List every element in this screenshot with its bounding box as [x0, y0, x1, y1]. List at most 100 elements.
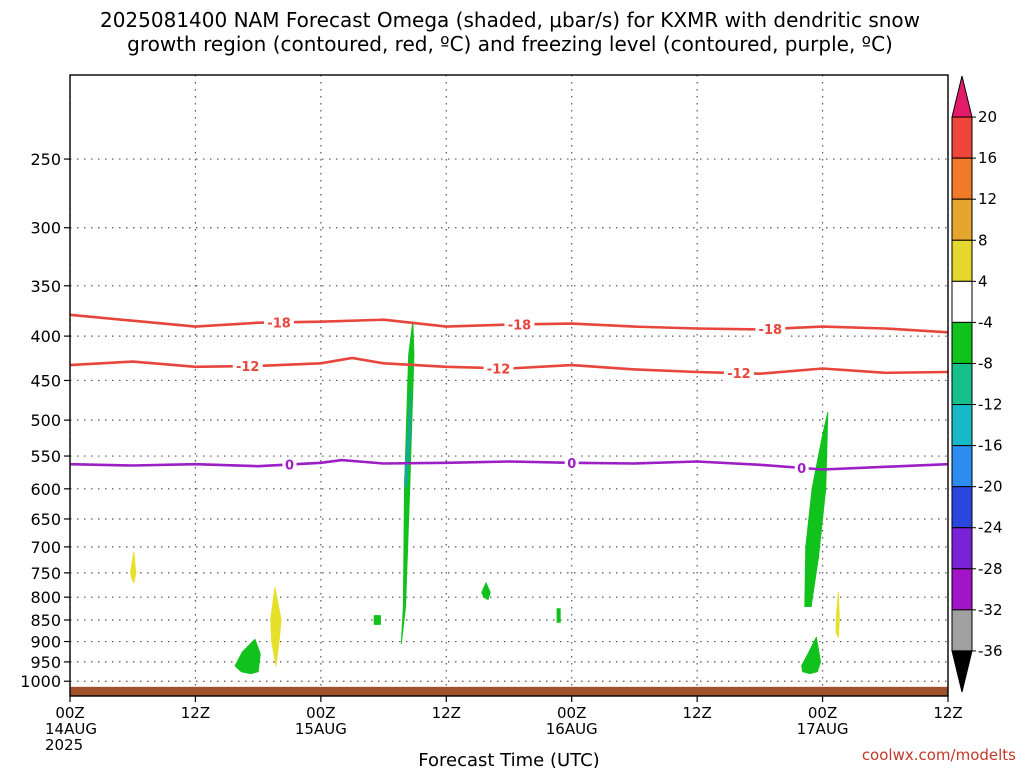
colorbar-label-12: -32 — [978, 601, 1003, 619]
y-tick-label-550: 550 — [30, 447, 61, 466]
colorbar-label-8: -16 — [978, 437, 1003, 455]
x-tick-label-12-0: 12Z — [181, 704, 210, 722]
x-tick-label-72-1: 17AUG — [797, 720, 849, 738]
x-tick-label-0-2: 2025 — [45, 736, 83, 754]
omega-shade-3 — [234, 638, 261, 675]
contour-label-1-0: -12 — [236, 360, 260, 375]
omega-shade-9 — [270, 587, 282, 667]
colorbar-seg-2 — [951, 157, 973, 200]
colorbar-top-arrow — [951, 75, 973, 118]
y-tick-label-650: 650 — [30, 510, 61, 529]
colorbar-seg-12 — [951, 568, 973, 611]
y-tick-label-600: 600 — [30, 480, 61, 499]
colorbar-seg-9 — [951, 445, 973, 488]
contour-label-bg-0-2 — [755, 320, 786, 337]
contour-label-2-2: 0 — [797, 462, 806, 477]
x-axis-label: Forecast Time (UTC) — [418, 750, 599, 768]
contour-label-0-1: -18 — [508, 318, 532, 333]
colorbar-label-11: -28 — [978, 560, 1003, 578]
colorbar-label-1: 16 — [978, 149, 997, 167]
colorbar-seg-7 — [951, 362, 973, 406]
omega-colorbar: 20 16 12 8 4 -4 -8 -12 -16 -20 -24 -28 -32 -36 — [951, 75, 1003, 693]
x-tick-label-0-0: 00Z — [55, 704, 84, 722]
colorbar-label-0: 20 — [978, 108, 997, 126]
y-tick-label-900: 900 — [30, 633, 61, 652]
y-tick-label-850: 850 — [30, 611, 61, 630]
temperature-contours: -18 -18 -18 -12 -12 -12 0 0 0 — [69, 313, 949, 477]
y-tick-label-400: 400 — [30, 327, 61, 346]
contour-label-bg-2-0 — [282, 456, 297, 473]
y-tick-label-300: 300 — [30, 219, 61, 238]
grid-lines — [69, 75, 949, 696]
y-tick-label-700: 700 — [30, 538, 61, 557]
omega-shade-8 — [130, 551, 137, 584]
colorbar-label-9: -20 — [978, 478, 1003, 496]
y-tick-label-500: 500 — [30, 411, 61, 430]
plot-frame — [69, 74, 949, 697]
x-tick-label-0-1: 14AUG — [45, 720, 97, 738]
contour-label-bg-1-2 — [723, 365, 754, 382]
contour-label-0-2: -18 — [759, 323, 783, 338]
colorbar-label-7: -12 — [978, 396, 1003, 414]
colorbar-seg-6 — [951, 321, 973, 364]
colorbar-label-3: 8 — [978, 231, 988, 249]
x-tick-label-48-0: 00Z — [557, 704, 586, 722]
colorbar-seg-4 — [951, 239, 973, 282]
colorbar-label-10: -24 — [978, 519, 1003, 537]
x-tick-label-36-0: 12Z — [432, 704, 461, 722]
colorbar-seg-1 — [951, 116, 973, 159]
colorbar-seg-13 — [951, 609, 973, 652]
contour-label-bg-1-0 — [232, 358, 263, 375]
omega-shade-10 — [835, 591, 840, 638]
contour-label-bg-0-1 — [504, 316, 535, 333]
x-tick-label-24-1: 15AUG — [295, 720, 347, 738]
y-tick-label-450: 450 — [30, 371, 61, 390]
contour-line-1 — [69, 356, 949, 376]
colorbar-label-5: -4 — [978, 313, 993, 331]
y-tick-label-350: 350 — [30, 277, 61, 296]
colorbar-label-2: 12 — [978, 190, 997, 208]
y-tick-label-1000: 1000 — [20, 672, 61, 691]
y-tick-label-950: 950 — [30, 653, 61, 672]
omega-shade-4 — [801, 636, 821, 675]
x-tick-label-24-0: 00Z — [306, 704, 335, 722]
x-tick-label-72-0: 00Z — [808, 704, 837, 722]
colorbar-label-4: 4 — [978, 272, 988, 290]
colorbar-seg-8 — [951, 404, 973, 447]
x-tick-label-60-0: 12Z — [682, 704, 711, 722]
omega-shade-5 — [481, 582, 491, 600]
terrain-band-fill — [70, 686, 948, 696]
omega-shade-7 — [556, 608, 561, 623]
omega-shade-2 — [804, 412, 829, 607]
contour-label-bg-2-1 — [564, 454, 579, 471]
colorbar-seg-3 — [951, 198, 973, 241]
omega-shade-0 — [400, 321, 415, 645]
contour-label-0-0: -18 — [267, 316, 291, 331]
plot-border — [69, 74, 949, 697]
contour-label-1-1: -12 — [487, 362, 511, 377]
x-tick-label-84-0: 12Z — [933, 704, 962, 722]
chart-title-line-1: 2025081400 NAM Forecast Omega (shaded, μ… — [100, 8, 920, 32]
omega-shading — [130, 321, 840, 675]
colorbar-seg-11 — [951, 527, 973, 570]
contour-line-2 — [69, 458, 949, 471]
contour-label-bg-1-1 — [483, 360, 514, 377]
contour-label-1-2: -12 — [727, 367, 751, 382]
omega-shade-6 — [373, 615, 381, 625]
contour-label-2-0: 0 — [285, 459, 294, 474]
colorbar-seg-5 — [951, 280, 973, 323]
y-tick-label-750: 750 — [30, 564, 61, 583]
pressure-axis: 250 300 350 400 450 500 550 600 650 700 750 800 850 9… — [20, 150, 70, 691]
contour-label-bg-0-0 — [264, 314, 295, 331]
x-tick-label-48-1: 16AUG — [546, 720, 598, 738]
colorbar-seg-10 — [951, 486, 973, 529]
y-tick-label-250: 250 — [30, 150, 61, 169]
chart-title-line-2: growth region (contoured, red, ºC) and f… — [127, 32, 893, 56]
credit-text: coolwx.com/modelts — [862, 746, 1016, 764]
colorbar-label-6: -8 — [978, 354, 993, 372]
colorbar-label-13: -36 — [978, 642, 1003, 660]
y-tick-label-800: 800 — [30, 588, 61, 607]
terrain-band — [70, 686, 948, 696]
